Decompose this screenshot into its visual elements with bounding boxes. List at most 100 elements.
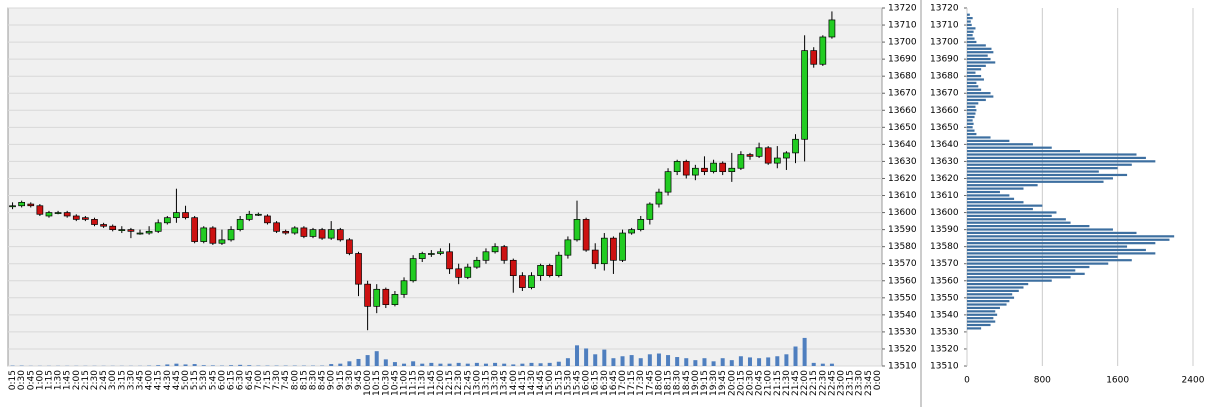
volume-bar (702, 358, 707, 366)
volume-bar (820, 363, 825, 366)
x-tick-label: 19:30 (709, 370, 719, 396)
candle-body (755, 147, 763, 157)
profile-bar (967, 30, 974, 33)
profile-bar (967, 102, 979, 105)
x-tick-label: 2:00 (72, 370, 82, 390)
profile-bar (967, 167, 1118, 170)
profile-bar (967, 177, 1113, 180)
profile-bar (967, 286, 1024, 289)
candle-body (801, 50, 808, 140)
volume-bar (538, 363, 543, 366)
x-tick-label: 1600 (1106, 376, 1129, 386)
candle-body (427, 253, 435, 255)
x-tick-label: 2:30 (90, 370, 100, 390)
volume-bar (229, 365, 234, 366)
profile-bar (967, 105, 976, 108)
y-tick-label: 13560 (888, 276, 917, 286)
profile-bar (967, 74, 982, 78)
y-tick-label: 13560 (930, 276, 959, 286)
candle-body (63, 212, 71, 217)
volume-bar (411, 361, 416, 366)
x-tick-label: 18:00 (654, 370, 664, 396)
profile-bar (967, 310, 996, 313)
profile-bar (967, 17, 973, 20)
profile-bar (967, 98, 986, 102)
candle-body (455, 268, 463, 278)
candle-body (154, 222, 162, 232)
x-tick-label: 3:00 (108, 370, 118, 390)
profile-bar (967, 170, 1099, 173)
volume-bar (192, 364, 197, 366)
volume-bar (392, 362, 397, 366)
volume-bar (520, 363, 525, 366)
candle-body (537, 265, 544, 276)
y-tick-label: 13690 (888, 55, 917, 65)
x-tick-label: 16:00 (582, 370, 592, 396)
profile-bar (967, 44, 986, 47)
y-tick-label: 13630 (888, 157, 917, 167)
volume-bar (402, 363, 407, 366)
volume-bar (329, 364, 334, 366)
profile-bar (967, 323, 991, 327)
profile-bar (967, 78, 984, 81)
x-tick-label: 21:00 (764, 370, 774, 396)
profile-bar (967, 190, 1000, 194)
y-tick-label: 13510 (930, 362, 959, 372)
x-tick-label: 10:00 (363, 370, 373, 396)
y-tick-label: 13570 (930, 259, 959, 269)
y-tick-label: 13680 (888, 72, 917, 82)
profile-bar (967, 306, 1000, 310)
x-tick-label: 6:45 (245, 370, 255, 390)
profile-bar (967, 228, 1113, 231)
y-tick-label: 13530 (930, 327, 959, 337)
x-tick-label: 800 (1034, 376, 1051, 386)
x-tick-label: 18:30 (673, 370, 683, 396)
x-tick-label: 11:15 (409, 370, 419, 396)
profile-bar (967, 132, 977, 136)
y-tick-label: 13510 (888, 362, 917, 372)
x-tick-label: 3:45 (136, 370, 146, 390)
profile-bar (967, 327, 982, 330)
profile-bar (967, 255, 1118, 258)
y-tick-label: 13630 (930, 157, 959, 167)
profile-bar (967, 313, 998, 316)
x-tick-label: 13:45 (500, 370, 510, 396)
profile-bar (967, 207, 1033, 211)
profile-bar (967, 92, 991, 95)
profile-area (967, 8, 1193, 366)
candle-body (409, 258, 417, 282)
x-tick-label: 1:30 (54, 370, 64, 390)
candle-body (236, 219, 244, 230)
profile-bar (967, 156, 1146, 160)
volume-bar (602, 349, 607, 366)
candle-body (173, 212, 180, 219)
profile-bar (967, 64, 986, 67)
profile-bar (967, 197, 1015, 200)
volume-bar (802, 337, 807, 366)
profile-bar (967, 242, 1156, 245)
plot-area (7, 7, 883, 367)
profile-bar (967, 34, 973, 37)
profile-bar (967, 225, 1090, 228)
profile-bar (967, 245, 1128, 248)
profile-bar (967, 320, 996, 323)
y-tick-label: 13690 (930, 55, 959, 65)
x-tick-label: 23:15 (846, 370, 856, 396)
profile-bar (967, 282, 1029, 286)
candle-body (819, 36, 827, 65)
y-tick-label: 13610 (930, 191, 959, 201)
candle-body (309, 229, 317, 237)
volume-bar (174, 363, 179, 366)
y-tick-label: 13520 (888, 344, 917, 354)
x-tick-label: 13:15 (481, 370, 491, 396)
profile-bar (967, 265, 1090, 269)
x-tick-label: 23:30 (855, 370, 865, 396)
profile-bar (967, 201, 1024, 204)
volume-bar (374, 351, 379, 366)
candle-body (227, 229, 235, 241)
x-tick-label: 0 (964, 376, 970, 386)
volume-bar (684, 358, 689, 366)
x-tick-label: 7:45 (281, 370, 291, 390)
volume-bar (811, 362, 816, 366)
profile-bar (967, 88, 982, 91)
